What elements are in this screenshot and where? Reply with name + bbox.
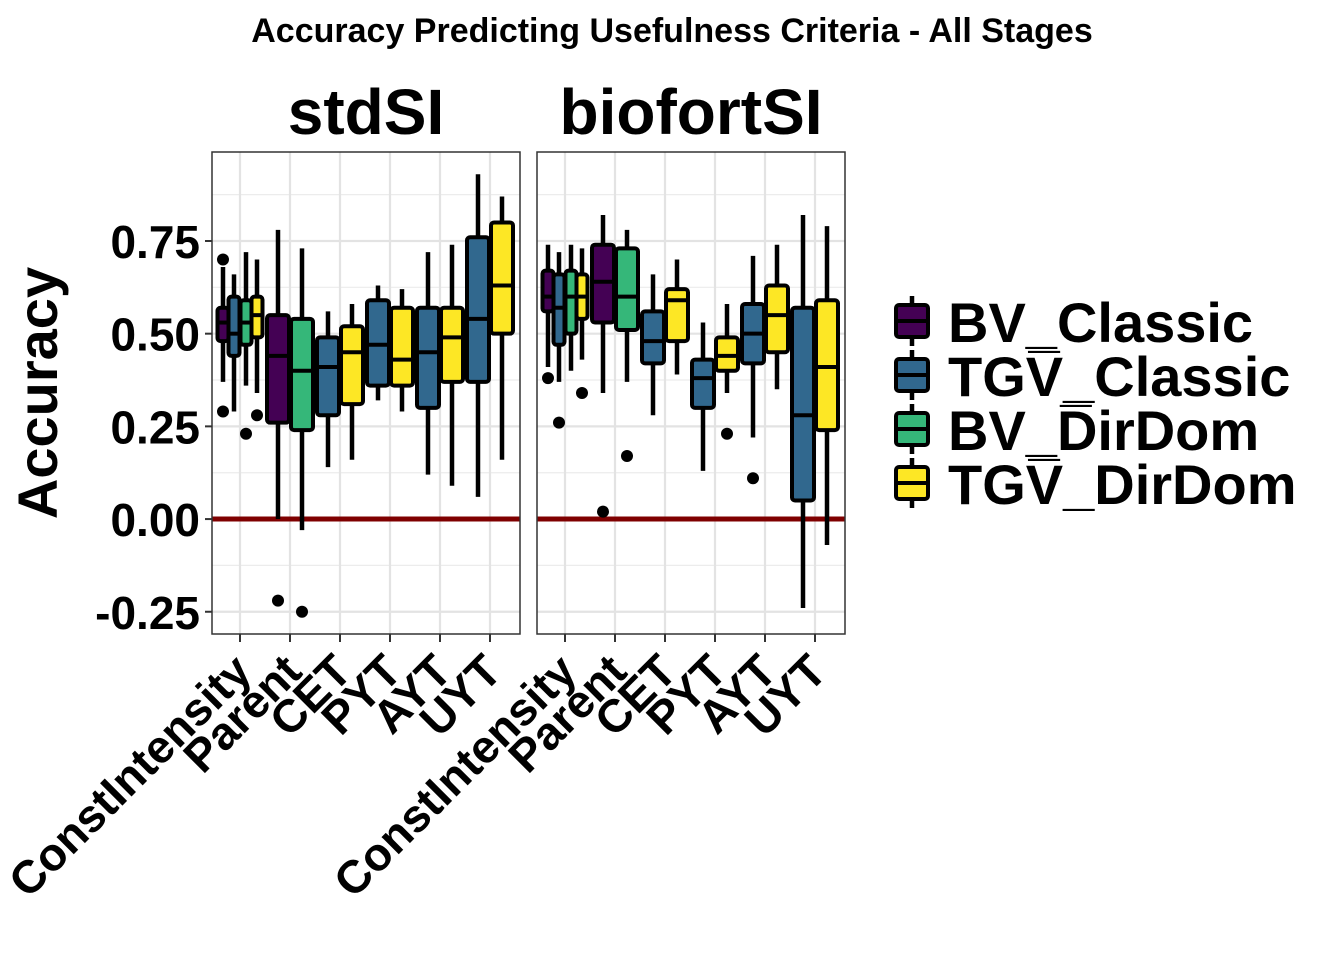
box-body [764,283,790,355]
box-outlier [747,472,759,485]
box-body [289,316,315,433]
box-ConstIntensity-BV_Classic [540,244,556,385]
box-ConstIntensity-TGV_Classic [551,252,567,429]
y-tick-label: 0.75 [110,216,200,268]
legend-label: BV_Classic [948,291,1253,354]
box-ConstIntensity-TGV_Classic [226,274,242,412]
x-tick-label: ConstIntensity [0,644,261,907]
box-body [790,305,816,503]
legend-label: BV_D̅irDom [948,399,1259,462]
y-tick-label: 0.50 [110,309,200,361]
box-UYT-TGV_DirDom [489,196,515,460]
box-body [640,309,666,366]
box-PYT-TGV_Classic [365,285,391,401]
box-body [415,305,441,410]
box-body [690,357,716,410]
box-body [439,305,465,384]
box-outlier [597,505,609,518]
y-tick-label: 0.25 [110,401,200,453]
box-PYT-TGV_DirDom [714,304,740,440]
box-CET-TGV_Classic [640,274,666,416]
panel-border [536,151,846,635]
box-body [226,294,242,358]
chart-title: Accuracy Predicting Usefulness Criteria … [251,12,1092,50]
box-AYT-TGV_Classic [740,255,766,485]
box-UYT-TGV_Classic [465,174,491,497]
box-UYT-TGV_Classic [790,215,816,609]
box-outlier [553,416,565,429]
panel-border [211,151,521,635]
box-body [339,324,365,407]
legend-item-TGV_DirDom: TGV̅_DirDom [894,453,1297,516]
box-body [265,313,291,425]
box-UYT-TGV_DirDom [814,226,840,546]
box-outlier [251,409,263,422]
box-body [489,220,515,336]
box-body [614,246,640,332]
box-Parent-BV_Classic [265,229,291,607]
box-CET-TGV_DirDom [339,304,365,460]
y-axis-ticks: -0.25 0.00 0.25 0.50 0.75 [95,216,212,639]
legend-label: TGV̅_Classic [948,345,1290,408]
legend-item-BV_Classic: BV_Classic [894,291,1253,354]
y-tick-label: -0.25 [95,587,200,639]
box-outlier [542,372,554,385]
box-AYT-TGV_DirDom [439,244,465,486]
legend-label: TGV̅_DirDom [948,453,1297,516]
panels-layer: -0.25 0.00 0.25 0.50 0.75 stdSI ConstIntensity… [0,76,846,907]
box-outlier [217,405,229,418]
legend: BV_ClassicTGV̅_ClassicBV_D̅irDomTGV̅_Dir… [894,291,1297,516]
box-outlier [272,594,284,607]
box-outlier [721,427,733,440]
box-outlier [217,253,229,266]
panel-background [212,152,520,634]
box-outlier [296,605,308,618]
box-Parent-BV_DirDom [614,229,640,463]
box-ConstIntensity-BV_Classic [215,253,231,418]
box-PYT-TGV_Classic [690,322,716,471]
box-ConstIntensity-TGV_DirDom [249,259,265,422]
box-body [664,287,690,344]
box-PYT-TGV_DirDom [389,289,415,412]
box-AYT-TGV_Classic [415,252,441,475]
box-outlier [240,427,252,440]
box-body [315,335,341,418]
box-Parent-BV_DirDom [289,248,315,618]
panel-title: biofortSI [559,76,822,148]
box-body [389,305,415,388]
box-body [465,235,491,384]
box-ConstIntensity-TGV_DirDom [574,248,590,399]
box-AYT-TGV_DirDom [764,244,790,390]
box-Parent-BV_Classic [590,215,616,518]
y-axis-label: Accuracy [6,267,69,519]
panel-title: stdSI [288,76,444,148]
y-tick-label: 0.00 [110,494,200,546]
box-outlier [576,387,588,399]
legend-item-TGV_Classic: TGV̅_Classic [894,345,1290,408]
legend-item-BV_DirDom: BV_D̅irDom [894,399,1259,462]
box-outlier [621,450,633,463]
box-CET-TGV_DirDom [664,259,690,375]
